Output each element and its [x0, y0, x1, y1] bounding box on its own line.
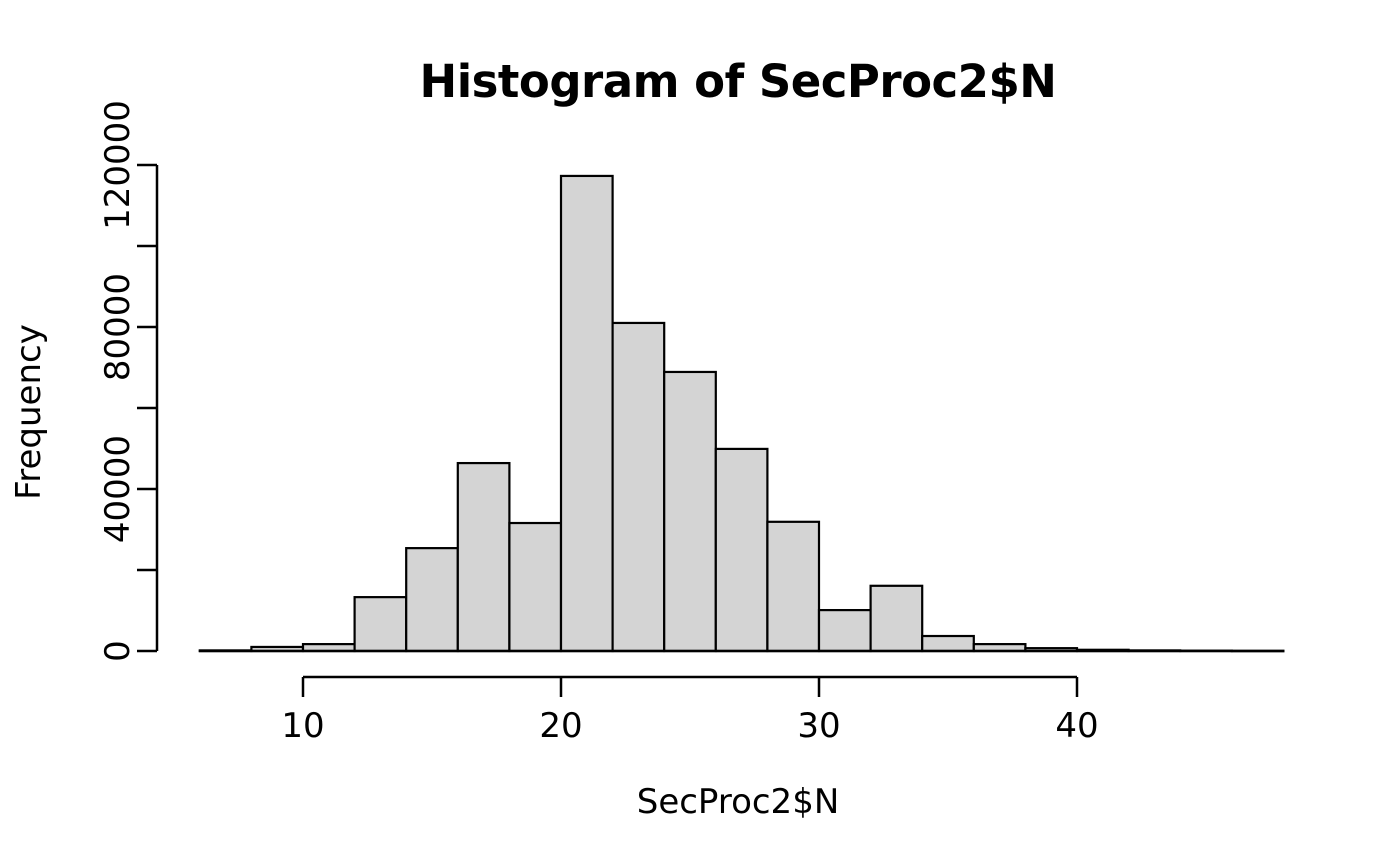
x-tick-label: 30: [797, 706, 840, 746]
x-tick-label: 20: [539, 706, 582, 746]
y-tick-label: 120000: [98, 100, 138, 230]
y-tick-label: 0: [98, 640, 138, 662]
histogram-bar: [508, 521, 563, 653]
y-tick-label: 40000: [98, 435, 138, 543]
x-tick-label: 10: [281, 706, 324, 746]
x-axis-label: SecProc2$N: [636, 782, 840, 822]
y-axis-label: Frequency: [9, 324, 49, 500]
histogram-bar: [559, 174, 614, 653]
histogram-bar: [611, 321, 666, 653]
chart-title: Histogram of SecProc2$N: [419, 55, 1057, 108]
x-tick-label: 40: [1055, 706, 1098, 746]
histogram-bar: [663, 370, 717, 653]
histogram-bar: [921, 634, 975, 653]
histogram-bar: [353, 596, 408, 653]
histogram-bar: [456, 461, 511, 653]
histogram-bar: [869, 584, 924, 653]
histogram-bar: [714, 447, 769, 653]
histogram-bar: [817, 608, 872, 653]
histogram-bar: [766, 520, 821, 653]
y-tick-label: 80000: [98, 273, 138, 381]
histogram-bar: [405, 547, 459, 653]
